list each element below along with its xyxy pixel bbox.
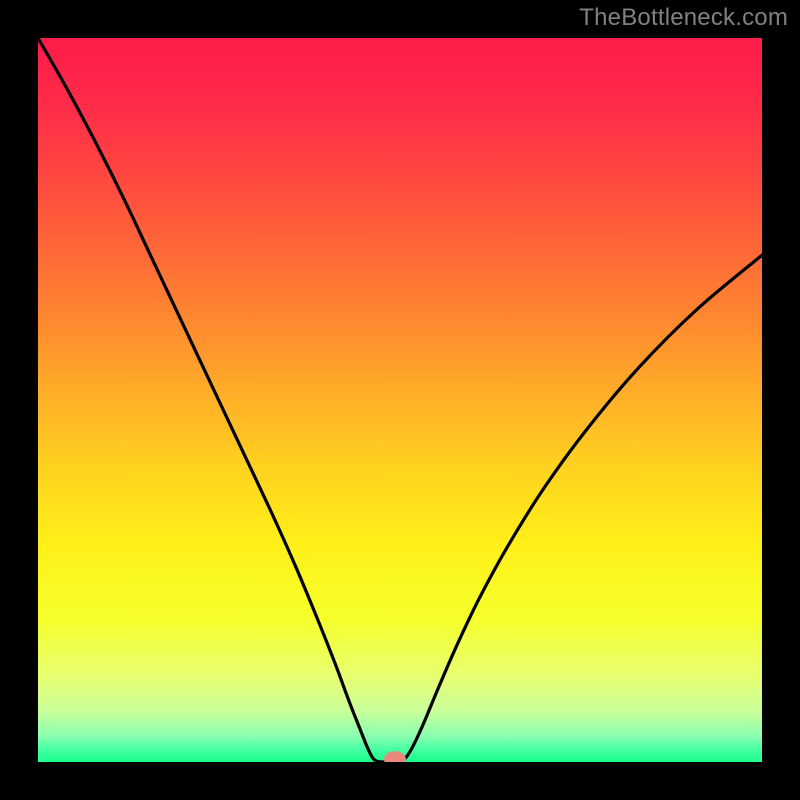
gradient-background (38, 38, 762, 762)
chart-container: TheBottleneck.com (0, 0, 800, 800)
bottleneck-chart (0, 0, 800, 800)
watermark-text: TheBottleneck.com (579, 4, 788, 32)
